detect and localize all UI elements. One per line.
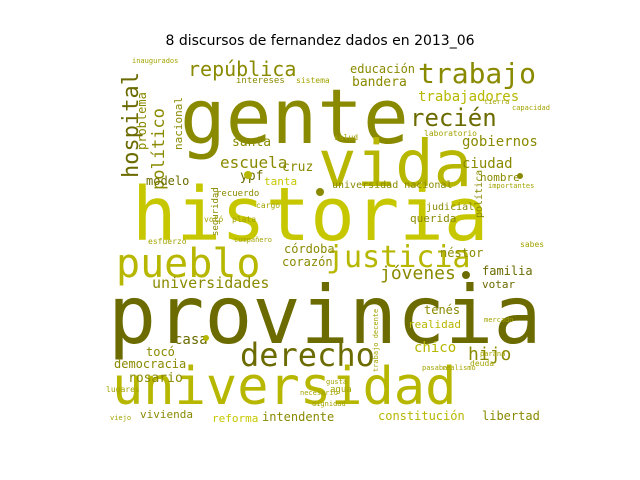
word: lugares — [106, 385, 140, 394]
word: recuerdo — [216, 189, 259, 199]
word: córdoba — [284, 242, 335, 256]
word: ypf — [240, 169, 263, 184]
word: necesario — [300, 389, 338, 397]
word: nombre — [480, 171, 520, 184]
word: vida — [318, 128, 472, 202]
word: bandera — [352, 75, 407, 90]
word: viejo — [110, 414, 131, 422]
word: nacional — [172, 97, 185, 150]
word: corazón — [282, 255, 333, 269]
word: sistema — [296, 76, 330, 85]
word: intendente — [262, 410, 334, 424]
dot — [462, 271, 470, 279]
word: trabajadores — [418, 89, 519, 105]
word: laboratorio — [424, 129, 477, 138]
word: seguridad — [211, 187, 221, 236]
word: política — [473, 170, 485, 218]
word: educación — [350, 62, 415, 76]
word: paraná — [480, 350, 505, 358]
word: judicial — [426, 202, 474, 213]
word: salud — [334, 133, 358, 142]
word: cargo — [256, 201, 280, 210]
word: querida — [410, 212, 456, 225]
word: sabes — [520, 240, 544, 249]
word: universidad nacional — [332, 180, 452, 191]
word: problema — [135, 92, 149, 150]
word: realidad — [408, 318, 461, 331]
word: gente — [180, 72, 409, 161]
word: derecho — [240, 336, 375, 374]
word: tocó — [146, 345, 175, 359]
word: jóvenes — [380, 263, 456, 284]
word: capacidad — [512, 104, 550, 112]
word: gobiernos — [462, 134, 538, 150]
dot — [316, 188, 324, 196]
word: trabajo — [418, 57, 536, 90]
word: democracia — [114, 357, 186, 371]
word: familia — [482, 264, 533, 278]
word: político — [149, 108, 169, 190]
word: gusta — [326, 378, 347, 386]
word: vivienda — [140, 408, 193, 421]
word: reforma — [212, 412, 258, 425]
word: ciudad — [462, 156, 513, 172]
word: libertad — [482, 409, 540, 423]
word: constitución — [378, 409, 465, 423]
word: dignidad — [312, 400, 346, 408]
word: plata — [232, 215, 256, 224]
word: intereses — [236, 76, 285, 86]
filler-dots — [203, 171, 523, 341]
word: universidad — [112, 357, 456, 417]
word: votó — [204, 214, 223, 224]
word-layer: provincia historia universidad gente vid… — [106, 57, 550, 425]
word: tenés — [424, 303, 460, 317]
word: cruz — [282, 160, 313, 175]
word: hijo — [468, 344, 511, 365]
figure-title: 8 discursos de fernandez dados en 2013_0… — [165, 33, 475, 49]
word: deuda — [470, 359, 494, 368]
word: provincia — [108, 269, 541, 362]
word: esfuerzo — [148, 237, 187, 246]
word: inaugurados — [132, 57, 178, 65]
word: trabajo decente — [372, 309, 380, 372]
word: compañero — [234, 236, 272, 244]
word: néstor — [440, 246, 483, 260]
word: escuela — [220, 153, 287, 172]
dot — [244, 171, 252, 179]
word: importantes — [488, 182, 534, 190]
word: historia — [132, 172, 488, 258]
word: tierra — [484, 98, 509, 106]
dot — [203, 335, 209, 341]
word: casa — [174, 332, 208, 348]
word: agua — [330, 385, 352, 395]
word: recién — [410, 104, 497, 132]
word: tanta — [264, 175, 297, 188]
word: hospital — [119, 72, 144, 178]
word: votar — [482, 278, 515, 291]
word: modelo — [146, 174, 189, 188]
word: universidades — [152, 274, 269, 292]
word: pasaba — [422, 364, 447, 372]
word: realismo — [442, 364, 476, 372]
word: justicia — [326, 240, 471, 275]
word: pueblo — [116, 241, 261, 287]
word: santa — [232, 135, 271, 150]
word: rosario — [128, 371, 183, 386]
word: república — [188, 57, 296, 81]
dot — [517, 173, 523, 179]
word: mercado — [484, 316, 514, 324]
word: chico — [414, 340, 456, 356]
